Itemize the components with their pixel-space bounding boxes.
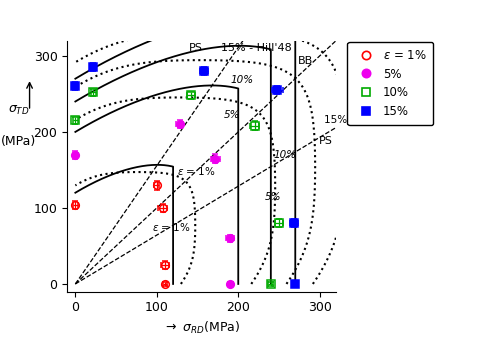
Text: 15% - Hosford'79: 15% - Hosford'79 [324,116,414,125]
Text: PS: PS [189,43,203,53]
Text: $\varepsilon$ = 1%: $\varepsilon$ = 1% [177,165,215,177]
Legend: $\varepsilon$ = 1%, 5%, 10%, 15%: $\varepsilon$ = 1%, 5%, 10%, 15% [347,42,433,125]
Text: 10%: 10% [274,150,297,160]
Text: 5%: 5% [224,110,240,120]
Text: BB: BB [298,56,312,66]
Text: 15% - Hill'48: 15% - Hill'48 [221,43,291,53]
X-axis label: $\rightarrow$ $\sigma_{RD}$(MPa): $\rightarrow$ $\sigma_{RD}$(MPa) [163,320,240,336]
Text: 5%: 5% [265,192,282,201]
Text: 10%: 10% [231,75,254,85]
Text: PS: PS [319,136,333,146]
Text: $\sigma_{TD}$: $\sigma_{TD}$ [8,104,30,118]
Text: (MPa): (MPa) [1,135,36,147]
Text: $\varepsilon$ = 1%: $\varepsilon$ = 1% [152,221,191,233]
